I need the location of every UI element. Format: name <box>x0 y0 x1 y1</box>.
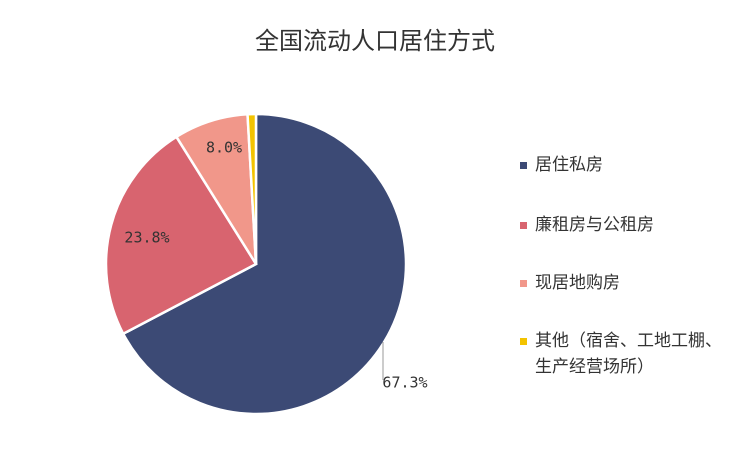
legend-label: 居住私房 <box>535 155 603 175</box>
legend-swatch <box>520 222 527 229</box>
legend-label: 廉租房与公租房 <box>535 215 654 235</box>
legend-label: 现居地购房 <box>535 273 620 293</box>
data-label: 23.8% <box>124 229 169 247</box>
pie-slice <box>104 135 258 336</box>
data-label: 67.3% <box>382 374 427 392</box>
legend-item: 现居地购房 <box>520 270 725 296</box>
legend-swatch <box>520 338 527 345</box>
data-label: 8.0% <box>206 139 242 157</box>
pie-slice <box>246 112 258 265</box>
legend-item: 其他（宿舍、工地工棚、生产经营场所） <box>520 328 725 380</box>
pie-slice <box>121 112 408 416</box>
chart-title: 全国流动人口居住方式 <box>255 27 495 55</box>
legend-swatch <box>520 280 527 287</box>
legend-swatch <box>520 162 527 169</box>
legend-label: 其他（宿舍、工地工棚、生产经营场所） <box>535 331 722 377</box>
legend-item: 廉租房与公租房 <box>520 212 725 238</box>
legend-item: 居住私房 <box>520 152 725 178</box>
